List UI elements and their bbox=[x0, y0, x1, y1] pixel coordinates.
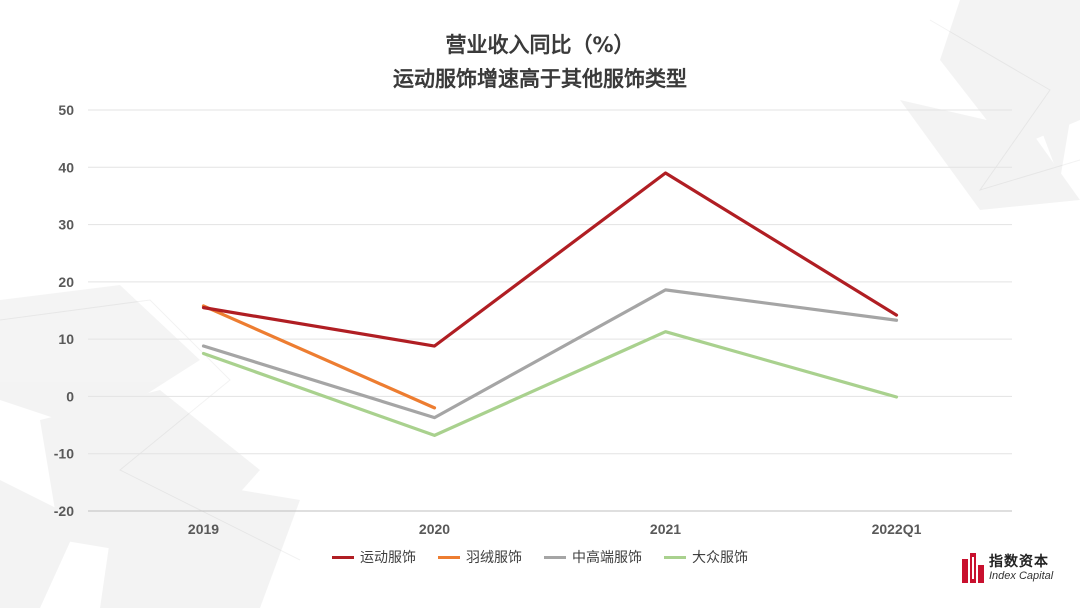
y-tick-label: 50 bbox=[58, 102, 74, 118]
logo-text-en: Index Capital bbox=[989, 569, 1054, 582]
series-line-0 bbox=[201, 171, 899, 348]
legend-swatch-sportswear bbox=[332, 555, 354, 559]
y-tick-label: 40 bbox=[58, 159, 74, 175]
legend-label-sportswear: 运动服饰 bbox=[360, 550, 416, 566]
legend-label-premium-apparel: 中高端服饰 bbox=[572, 550, 642, 566]
series-lines bbox=[201, 171, 899, 437]
y-tick-label: 30 bbox=[58, 217, 74, 233]
chart-title-line2: 运动服饰增速高于其他服饰类型 bbox=[393, 67, 687, 91]
y-tick-label: 20 bbox=[58, 274, 74, 290]
legend-item-sportswear: 运动服饰 bbox=[332, 547, 416, 567]
legend-label-mass-apparel: 大众服饰 bbox=[692, 550, 748, 566]
series-line-3 bbox=[201, 330, 899, 437]
series-line-1 bbox=[201, 304, 437, 410]
chart-title: 营业收入同比（%） 运动服饰增速高于其他服饰类型 bbox=[0, 28, 1080, 96]
legend: 运动服饰 羽绒服饰 中高端服饰 大众服饰 bbox=[0, 547, 1080, 567]
legend-swatch-mass-apparel bbox=[664, 555, 686, 559]
y-tick-label: -10 bbox=[54, 446, 74, 462]
legend-item-down-apparel: 羽绒服饰 bbox=[438, 547, 522, 567]
index-capital-logo-icon bbox=[962, 553, 984, 583]
grid-lines bbox=[88, 109, 1012, 512]
x-tick-label: 2020 bbox=[419, 521, 450, 537]
legend-swatch-premium-apparel bbox=[544, 555, 566, 559]
legend-item-mass-apparel: 大众服饰 bbox=[664, 547, 748, 567]
logo-text-cn: 指数资本 bbox=[989, 553, 1049, 570]
x-axis-labels: 2019 2020 2021 2022Q1 bbox=[188, 521, 922, 537]
brand-logo: 指数资本 Index Capital bbox=[962, 553, 1053, 583]
y-tick-label: -20 bbox=[54, 503, 74, 519]
chart-title-line1: 营业收入同比（%） bbox=[445, 33, 635, 57]
legend-label-down-apparel: 羽绒服饰 bbox=[466, 550, 522, 566]
legend-swatch-down-apparel bbox=[438, 555, 460, 559]
y-tick-label: 0 bbox=[66, 388, 74, 404]
series-line-2 bbox=[201, 288, 899, 420]
x-tick-label: 2021 bbox=[650, 521, 681, 537]
x-tick-label: 2019 bbox=[188, 521, 219, 537]
legend-item-premium-apparel: 中高端服饰 bbox=[544, 547, 642, 567]
y-axis-labels: 50 40 30 20 10 0 -10 -20 bbox=[54, 102, 74, 519]
y-tick-label: 10 bbox=[58, 331, 74, 347]
x-tick-label: 2022Q1 bbox=[872, 521, 922, 537]
